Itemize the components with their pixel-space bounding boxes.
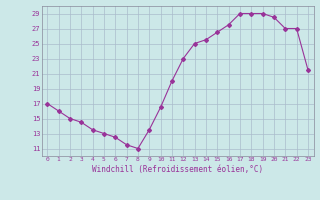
X-axis label: Windchill (Refroidissement éolien,°C): Windchill (Refroidissement éolien,°C) [92,165,263,174]
